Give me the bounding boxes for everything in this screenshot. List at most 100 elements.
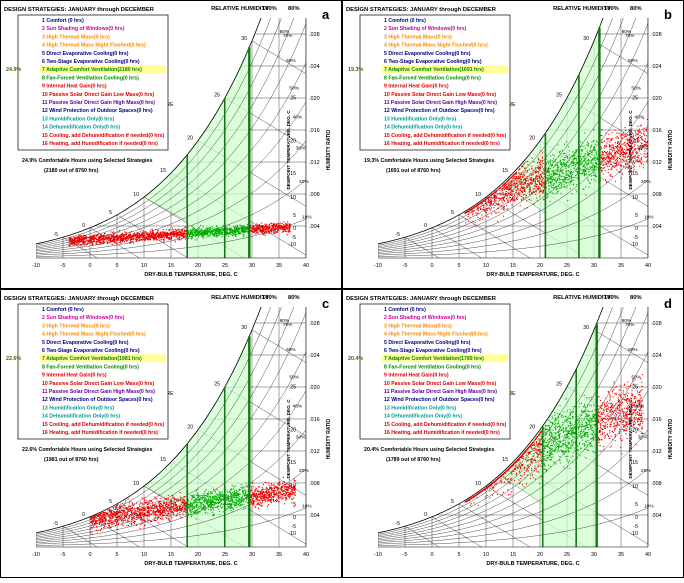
- data-point: [275, 231, 276, 232]
- data-point: [626, 152, 627, 153]
- strategy-legend-item: 11 Passive Solar Direct Gain High Mass(0…: [384, 100, 497, 106]
- data-point: [535, 186, 536, 187]
- data-point: [640, 131, 641, 132]
- data-point: [199, 228, 200, 229]
- data-point: [137, 233, 138, 234]
- humidity-ratio-tick-label: .024: [651, 64, 662, 70]
- data-point: [152, 233, 153, 234]
- data-point: [558, 144, 559, 145]
- data-point: [566, 182, 567, 183]
- x-tick-label: 30: [591, 263, 597, 269]
- data-point: [81, 244, 82, 245]
- data-point: [525, 168, 526, 169]
- data-point: [587, 164, 588, 165]
- data-point: [105, 236, 106, 237]
- data-point: [228, 229, 229, 230]
- data-point: [492, 194, 493, 195]
- data-point: [529, 186, 530, 187]
- data-point: [565, 168, 566, 169]
- data-point: [535, 168, 536, 169]
- data-point: [157, 235, 158, 236]
- data-point: [580, 168, 581, 169]
- strategy-legend-item: 7 Adaptive Comfort Ventilation(1691 hrs): [384, 67, 484, 73]
- data-point: [90, 236, 91, 237]
- data-point: [69, 242, 70, 243]
- data-point: [486, 204, 487, 205]
- data-point: [163, 241, 164, 242]
- data-point: [238, 230, 239, 231]
- data-point: [604, 148, 605, 149]
- data-point: [535, 178, 536, 179]
- data-point: [612, 144, 613, 145]
- data-point: [591, 179, 592, 180]
- data-point: [213, 234, 214, 235]
- data-point: [107, 238, 108, 239]
- data-point: [95, 238, 96, 239]
- data-point: [561, 187, 562, 188]
- data-point: [475, 206, 476, 207]
- data-point: [561, 156, 562, 157]
- data-point: [565, 171, 566, 172]
- data-point: [96, 239, 97, 240]
- data-point: [519, 192, 520, 193]
- data-point: [646, 130, 647, 131]
- data-point: [591, 160, 592, 161]
- data-point: [204, 234, 205, 235]
- data-point: [646, 144, 647, 145]
- data-point: [243, 227, 244, 228]
- comfort-summary: 24.9% Comfortable Hours using Selected S…: [22, 158, 152, 164]
- data-point: [147, 234, 148, 235]
- data-point: [548, 190, 549, 191]
- data-point: [199, 234, 200, 235]
- data-point: [279, 227, 280, 228]
- data-point: [256, 228, 257, 229]
- x-tick-label: 20: [537, 263, 543, 269]
- data-point: [197, 228, 198, 229]
- data-point: [519, 181, 520, 182]
- data-point: [569, 184, 570, 185]
- data-point: [564, 144, 565, 145]
- data-point: [516, 174, 517, 175]
- data-point: [574, 167, 575, 168]
- data-point: [617, 142, 618, 143]
- data-point: [625, 164, 626, 165]
- data-point: [575, 164, 576, 165]
- data-point: [616, 132, 617, 133]
- data-point: [540, 150, 541, 151]
- data-point: [586, 163, 587, 164]
- strategy-legend-item: 6 Two-Stage Evaporative Cooling(0 hrs): [42, 59, 140, 65]
- data-point: [588, 179, 589, 180]
- data-point: [92, 243, 93, 244]
- data-point: [637, 152, 638, 153]
- data-point: [588, 169, 589, 170]
- data-point: [262, 502, 263, 503]
- data-point: [643, 164, 644, 165]
- data-point: [560, 154, 561, 155]
- data-point: [565, 187, 566, 188]
- data-point: [564, 164, 565, 165]
- dewpoint-tick-label: -5: [291, 235, 296, 241]
- data-point: [563, 179, 564, 180]
- data-point: [196, 232, 197, 233]
- strategy-legend-item: 12 Wind Protection of Outdoor Spaces(0 h…: [384, 108, 495, 114]
- data-point: [81, 236, 82, 237]
- data-point: [601, 156, 602, 157]
- data-point: [216, 230, 217, 231]
- data-point: [491, 203, 492, 204]
- data-point: [584, 158, 585, 159]
- data-point: [118, 238, 119, 239]
- strategy-legend-item: 8 Fan-Forced Ventilation Cooling(0 hrs): [384, 75, 481, 81]
- data-point: [192, 233, 193, 234]
- data-point: [523, 180, 524, 181]
- data-point: [615, 142, 616, 143]
- data-point: [289, 224, 290, 225]
- data-point: [251, 230, 252, 231]
- data-point: [504, 196, 505, 197]
- data-point: [120, 236, 121, 237]
- data-point: [619, 147, 620, 148]
- data-point: [563, 184, 564, 185]
- highlight-percent: 24.9%: [6, 67, 21, 73]
- data-point: [576, 151, 577, 152]
- data-point: [613, 163, 614, 164]
- data-point: [536, 190, 537, 191]
